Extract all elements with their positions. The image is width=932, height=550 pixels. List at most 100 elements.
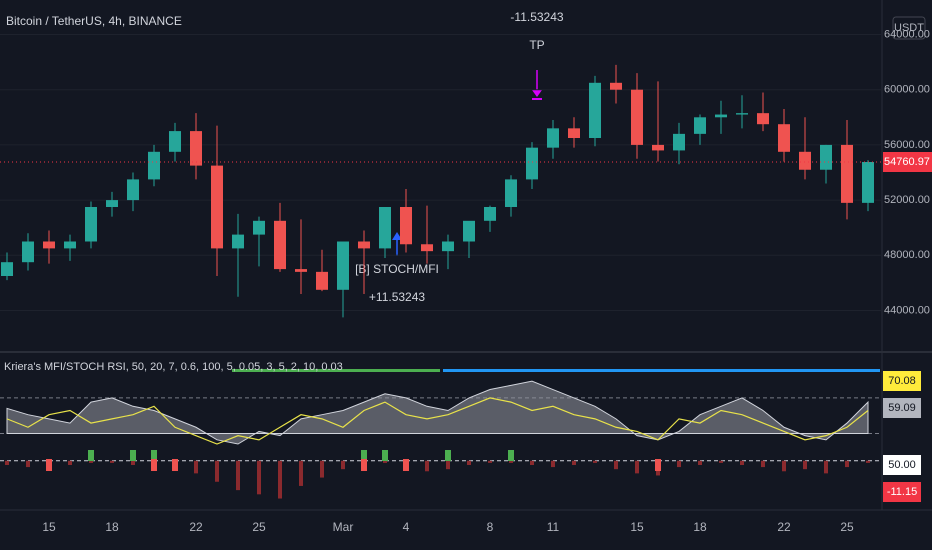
buy-text: [B] STOCH/MFI xyxy=(355,262,439,276)
trend-band xyxy=(232,369,440,372)
histogram-bar xyxy=(635,460,639,474)
candle-body xyxy=(421,244,433,252)
histogram-bar xyxy=(698,460,702,465)
buy-signal xyxy=(130,450,136,461)
histogram-bar xyxy=(740,460,744,465)
x-tick-label: 18 xyxy=(693,520,707,534)
y-tick-label: 64000.00 xyxy=(884,28,930,40)
symbol-title: Bitcoin / TetherUS, 4h, BINANCE xyxy=(6,14,182,28)
x-tick-label: 22 xyxy=(189,520,203,534)
buy-arrow xyxy=(392,232,402,256)
candle-body xyxy=(673,133,685,151)
candle-body xyxy=(148,151,160,180)
candle-body xyxy=(190,131,202,166)
value-marker xyxy=(883,371,921,391)
candle-body xyxy=(400,207,412,245)
candle-body xyxy=(127,179,139,201)
histogram-bar xyxy=(467,460,471,465)
histogram-bar xyxy=(257,460,261,495)
histogram-bar xyxy=(131,460,135,465)
histogram-bar xyxy=(68,460,72,465)
candle-body xyxy=(358,241,370,249)
histogram-bar xyxy=(5,460,9,465)
candle-body xyxy=(715,114,727,118)
histogram-bar xyxy=(110,460,114,463)
histogram-bar xyxy=(320,460,324,478)
candle-body xyxy=(85,207,97,242)
buy-signal xyxy=(151,450,157,461)
candle-body xyxy=(526,147,538,180)
histogram-bar xyxy=(488,460,492,463)
value-marker xyxy=(883,482,921,502)
y-tick-label: 48000.00 xyxy=(884,249,930,261)
x-tick-label: 18 xyxy=(105,520,119,534)
candle-body xyxy=(820,144,832,170)
histogram-bar xyxy=(236,460,240,491)
candle-body xyxy=(505,179,517,207)
sell-signal xyxy=(46,459,52,471)
candle-body xyxy=(799,151,811,170)
stoch-line xyxy=(6,397,869,445)
sell-signal xyxy=(151,459,157,471)
y-tick-label: 60000.00 xyxy=(884,84,930,96)
candle-body xyxy=(757,113,769,125)
histogram-bar xyxy=(803,460,807,470)
value-marker-label: -11.15 xyxy=(887,486,917,498)
histogram-bar xyxy=(509,460,513,463)
sell-text: TP xyxy=(529,38,544,52)
x-tick-label: 4 xyxy=(403,520,410,534)
candle-body xyxy=(778,124,790,152)
histogram-bar xyxy=(215,460,219,482)
x-tick-label: 8 xyxy=(487,520,494,534)
histogram-bar xyxy=(341,460,345,470)
mfi-area xyxy=(6,380,869,445)
buy-signal xyxy=(445,450,451,461)
sell-signal xyxy=(361,459,367,471)
buy-signal xyxy=(382,450,388,461)
histogram-bar xyxy=(299,460,303,486)
currency-box[interactable] xyxy=(892,16,926,40)
histogram-bar xyxy=(194,460,198,474)
candle-body xyxy=(589,82,601,138)
sell-signal xyxy=(655,459,661,471)
indicator-title: Kriera's MFI/STOCH RSI, 50, 20, 7, 0.6, … xyxy=(4,361,343,373)
histogram-bar xyxy=(89,460,93,463)
candle-body xyxy=(106,200,118,207)
value-marker-label: 50.00 xyxy=(888,459,916,471)
candle-body xyxy=(274,220,286,270)
currency[interactable]: USDT xyxy=(894,22,924,34)
candle-body xyxy=(694,117,706,134)
candle-body xyxy=(253,220,265,235)
histogram-bar xyxy=(572,460,576,465)
candle-body xyxy=(463,220,475,242)
value-marker xyxy=(883,398,921,418)
value-marker-label: 70.08 xyxy=(888,375,916,387)
histogram-bar xyxy=(593,460,597,463)
y-tick-label: 44000.00 xyxy=(884,304,930,316)
histogram-bar xyxy=(614,460,618,470)
x-tick-label: Mar xyxy=(333,520,354,534)
candle-body xyxy=(232,234,244,249)
x-tick-label: 15 xyxy=(630,520,644,534)
histogram-bar xyxy=(677,460,681,468)
histogram-bar xyxy=(782,460,786,472)
histogram-bar xyxy=(719,460,723,463)
x-tick-label: 11 xyxy=(547,520,560,534)
candle-body xyxy=(442,241,454,252)
histogram-bar xyxy=(824,460,828,474)
buy-value: +11.53243 xyxy=(369,290,425,304)
candle-body xyxy=(211,165,223,249)
histogram-bar xyxy=(383,460,387,463)
candle-body xyxy=(316,271,328,290)
candle-body xyxy=(337,241,349,290)
trend-band xyxy=(443,369,880,372)
candle-body xyxy=(43,241,55,249)
y-tick-label: 52000.00 xyxy=(884,194,930,206)
candle-body xyxy=(22,241,34,263)
value-marker-label: 59.09 xyxy=(888,402,916,414)
candle-body xyxy=(1,262,13,276)
candle-body xyxy=(379,207,391,249)
buy-signal xyxy=(508,450,514,461)
candle-body xyxy=(736,113,748,115)
